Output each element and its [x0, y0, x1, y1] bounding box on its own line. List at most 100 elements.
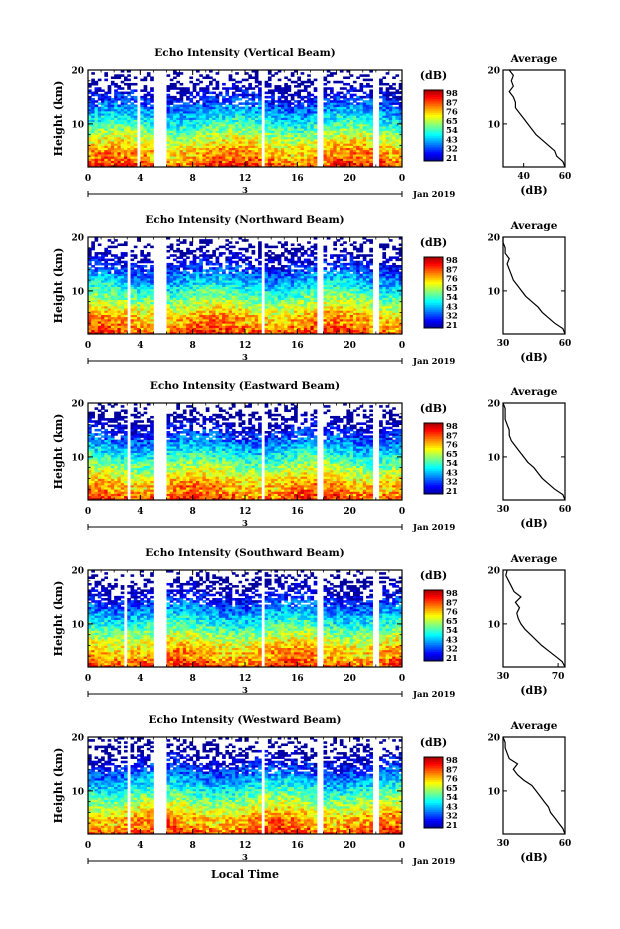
x-tick-label: 0 — [399, 674, 405, 684]
average-x-tick: 60 — [559, 172, 572, 182]
average-y-tick: 20 — [487, 234, 500, 244]
panel-title: Echo Intensity (Vertical Beam) — [154, 47, 335, 59]
x-tick-label: 12 — [239, 674, 252, 684]
x-tick-label: 0 — [399, 841, 405, 851]
average-profile-line — [508, 69, 566, 168]
average-profile-line — [502, 402, 566, 501]
colorbar-tick: 87 — [446, 431, 458, 441]
colorbar-tick: 43 — [446, 802, 458, 812]
colorbar-tick: 87 — [446, 98, 458, 108]
colorbar — [424, 90, 443, 162]
x-tick-label: 8 — [190, 841, 196, 851]
average-x-tick: 30 — [497, 839, 510, 849]
average-frame — [502, 569, 566, 668]
x-tick-label: 20 — [343, 507, 356, 517]
average-title: Average — [510, 720, 558, 732]
y-tick-label: 20 — [71, 67, 84, 77]
colorbar-tick: 87 — [446, 598, 458, 608]
panel-title: Echo Intensity (Southward Beam) — [145, 547, 344, 559]
colorbar-tick: 76 — [446, 441, 458, 451]
colorbar-tick: 43 — [446, 468, 458, 478]
colorbar-tick: 43 — [446, 302, 458, 312]
x-tick-label: 16 — [291, 841, 304, 851]
colorbar-unit: (dB) — [420, 69, 447, 82]
average-x-tick: 60 — [559, 839, 572, 849]
colorbar-tick: 43 — [446, 135, 458, 145]
panel-title: Echo Intensity (Eastward Beam) — [150, 380, 340, 392]
month-label: Jan 2019 — [412, 523, 455, 533]
colorbar-tick: 21 — [446, 321, 458, 331]
colorbar-tick: 54 — [446, 793, 458, 803]
x-tick-label: 0 — [85, 674, 91, 684]
colorbar-tick: 76 — [446, 275, 458, 285]
colorbar-tick: 32 — [446, 645, 458, 655]
x-tick-label: 8 — [190, 507, 196, 517]
x-tick-label: 20 — [343, 841, 356, 851]
y-tick-label: 10 — [71, 787, 84, 797]
average-x-label: (dB) — [520, 684, 547, 697]
average-frame — [502, 402, 566, 501]
x-tick-label: 20 — [343, 174, 356, 184]
colorbar-tick: 21 — [446, 821, 458, 831]
colorbar-tick: 32 — [446, 145, 458, 155]
colorbar-tick: 65 — [446, 617, 458, 627]
y-tick-label: 20 — [71, 734, 84, 744]
colorbar — [424, 423, 443, 495]
panel-title: Echo Intensity (Northward Beam) — [145, 214, 344, 226]
average-x-tick: 30 — [497, 672, 510, 682]
colorbar-tick: 87 — [446, 265, 458, 275]
panel-title: Echo Intensity (Westward Beam) — [148, 714, 341, 726]
colorbar — [424, 757, 443, 829]
average-profile-line — [505, 569, 566, 668]
y-axis-label: Height (km) — [52, 248, 65, 324]
average-x-label: (dB) — [520, 851, 547, 864]
average-y-tick: 10 — [487, 287, 500, 297]
panel-5: Echo Intensity (Westward Beam) 0 4 8 12 16 20 0… — [52, 714, 571, 867]
date-label: 3 — [242, 519, 248, 529]
colorbar-tick: 21 — [446, 654, 458, 664]
colorbar-unit: (dB) — [420, 736, 447, 749]
x-tick-label: 16 — [291, 174, 304, 184]
panel-3: Echo Intensity (Eastward Beam) 0 4 8 12 16 20 0… — [52, 380, 571, 533]
panel-2: Echo Intensity (Northward Beam) 0 4 8 12 16 20… — [52, 214, 571, 367]
average-profile-line — [502, 736, 566, 835]
colorbar — [424, 257, 443, 329]
y-tick-label: 20 — [71, 400, 84, 410]
colorbar-tick: 54 — [446, 459, 458, 469]
colorbar-unit: (dB) — [420, 402, 447, 415]
y-tick-label: 10 — [71, 620, 84, 630]
heatmap-cells — [88, 237, 403, 335]
colorbar-tick: 54 — [446, 626, 458, 636]
colorbar-tick: 32 — [446, 312, 458, 322]
month-label: Jan 2019 — [412, 190, 455, 200]
colorbar-tick: 87 — [446, 765, 458, 775]
average-y-tick: 10 — [487, 787, 500, 797]
date-label: 3 — [242, 686, 248, 696]
colorbar-tick: 98 — [446, 756, 458, 766]
x-tick-label: 12 — [239, 841, 252, 851]
heatmap-cells — [88, 403, 403, 501]
y-axis-label: Height (km) — [52, 581, 65, 657]
colorbar-tick: 54 — [446, 293, 458, 303]
average-x-label: (dB) — [520, 517, 547, 530]
average-x-tick: 60 — [559, 505, 572, 515]
y-axis-label: Height (km) — [52, 81, 65, 157]
colorbar-tick: 43 — [446, 635, 458, 645]
colorbar-tick: 32 — [446, 478, 458, 488]
x-tick-label: 16 — [291, 341, 304, 351]
x-tick-label: 8 — [190, 674, 196, 684]
x-tick-label: 4 — [137, 507, 143, 517]
month-label: Jan 2019 — [412, 690, 455, 700]
colorbar-tick: 98 — [446, 256, 458, 266]
y-tick-label: 10 — [71, 453, 84, 463]
average-y-tick: 10 — [487, 120, 500, 130]
date-label: 3 — [242, 353, 248, 363]
average-y-tick: 20 — [487, 400, 500, 410]
x-tick-label: 0 — [399, 174, 405, 184]
colorbar-tick: 76 — [446, 775, 458, 785]
month-label: Jan 2019 — [412, 357, 455, 367]
x-tick-label: 4 — [137, 841, 143, 851]
x-tick-label: 0 — [85, 841, 91, 851]
average-y-tick: 20 — [487, 67, 500, 77]
